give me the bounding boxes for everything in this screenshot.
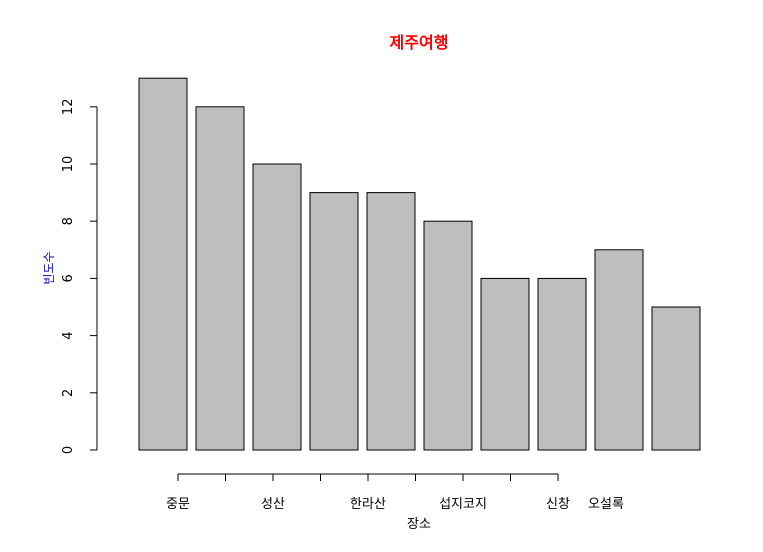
bar <box>651 306 701 451</box>
y-tick-label: 0 <box>61 446 76 454</box>
y-tick-label: 6 <box>61 274 76 282</box>
y-tick-label: 2 <box>61 389 76 397</box>
y-tick-label: 4 <box>61 331 76 339</box>
x-tick-label: 한라산 <box>350 497 386 512</box>
y-tick-label: 8 <box>61 217 76 225</box>
bar <box>195 106 245 451</box>
bars-group <box>138 77 701 451</box>
y-tick-label: 12 <box>61 99 76 116</box>
bar <box>252 163 302 451</box>
bar <box>138 77 188 451</box>
y-axis-label: 빈도수 <box>42 251 56 284</box>
bar <box>423 220 473 451</box>
chart-title: 제주여행 <box>390 33 449 52</box>
bar <box>480 277 530 451</box>
y-axis: 0 2 4 6 8 10 12 <box>61 99 98 454</box>
x-tick-label: 오설록 <box>588 497 624 512</box>
bar <box>366 192 416 451</box>
x-tick-label: 중문 <box>166 497 190 512</box>
x-axis: 중문 성산 한라산 섭지코지 신창 오설록 <box>166 473 624 512</box>
x-axis-label: 장소 <box>407 517 431 532</box>
bar <box>594 249 644 451</box>
bar <box>309 192 359 451</box>
x-tick-label: 섭지코지 <box>439 497 487 512</box>
y-tick-label: 10 <box>61 156 76 173</box>
bar <box>537 277 587 451</box>
x-tick-label: 성산 <box>261 497 285 512</box>
x-tick-label: 신창 <box>546 497 570 512</box>
